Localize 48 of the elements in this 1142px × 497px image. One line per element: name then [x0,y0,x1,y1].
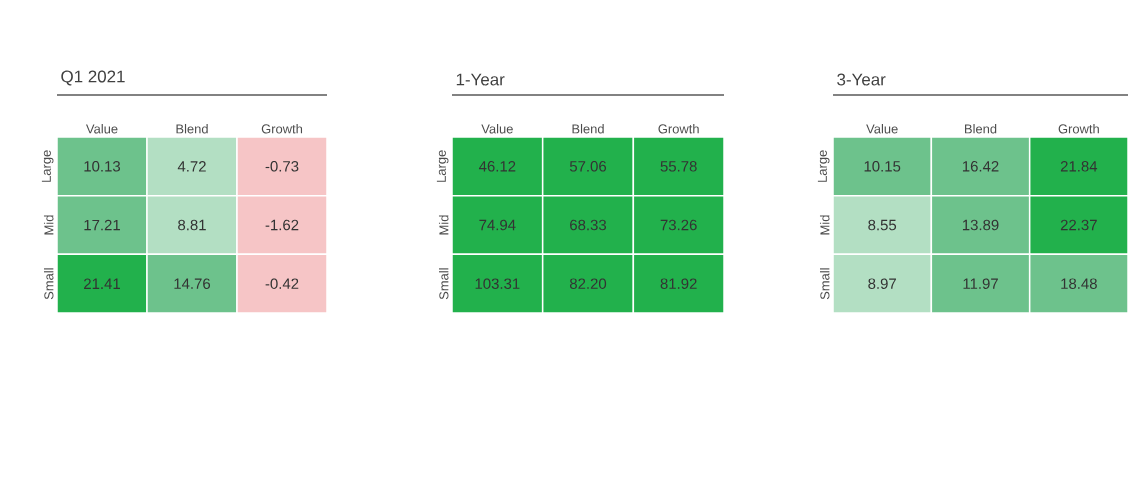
data-label: 22.37 [1060,219,1097,231]
data-label: 81.92 [660,278,697,289]
data-label: 82.20 [569,278,607,289]
chart-title: 3-Year [837,73,886,86]
data-label: 55.78 [660,161,697,172]
data-label: -0.42 [265,278,299,289]
x-tick-label: Blend [965,123,997,134]
x-tick-label: Blend [572,123,604,134]
y-tick-label: Large [41,150,54,182]
y-tick-label: Large [817,150,830,182]
data-label: 73.26 [660,219,697,231]
data-label: 8.55 [868,219,897,231]
x-tick-label: Value [481,123,513,134]
data-label: 17.21 [84,219,120,231]
x-tick-label: Growth [1058,123,1099,134]
y-tick-label: Large [436,150,449,182]
data-label: 10.13 [84,161,121,172]
data-label: 11.97 [963,278,998,289]
x-tick-label: Growth [261,123,303,134]
data-label: 14.76 [174,278,211,289]
data-label: -0.73 [265,161,299,172]
data-label: 13.89 [962,219,999,231]
y-tick-label: Mid [819,215,830,235]
x-tick-label: Growth [658,123,699,134]
data-label: 8.97 [868,278,896,289]
x-tick-label: Blend [176,123,208,134]
y-tick-label: Small [438,268,449,300]
y-tick-label: Mid [43,215,54,235]
data-label: 21.41 [84,278,120,289]
x-tick-label: Value [85,123,118,134]
y-tick-label: Small [43,268,54,300]
data-label: 16.42 [962,161,999,172]
data-label: -1.62 [265,219,299,231]
chart-title: Q1 2021 [61,70,125,86]
data-label: 68.33 [570,219,607,231]
chart-title: 1-Year [456,73,505,86]
y-tick-label: Small [819,268,830,300]
data-label: 18.48 [1061,278,1097,289]
y-tick-label: Mid [438,215,449,235]
data-label: 4.72 [177,161,206,172]
data-label: 8.81 [178,219,206,231]
data-label: 103.31 [475,278,520,289]
x-tick-label: Value [866,123,898,134]
data-label: 57.06 [569,161,607,172]
data-label: 10.15 [864,161,901,172]
data-label: 21.84 [1060,161,1098,172]
data-label: 74.94 [479,219,516,231]
data-label: 46.12 [478,161,516,172]
